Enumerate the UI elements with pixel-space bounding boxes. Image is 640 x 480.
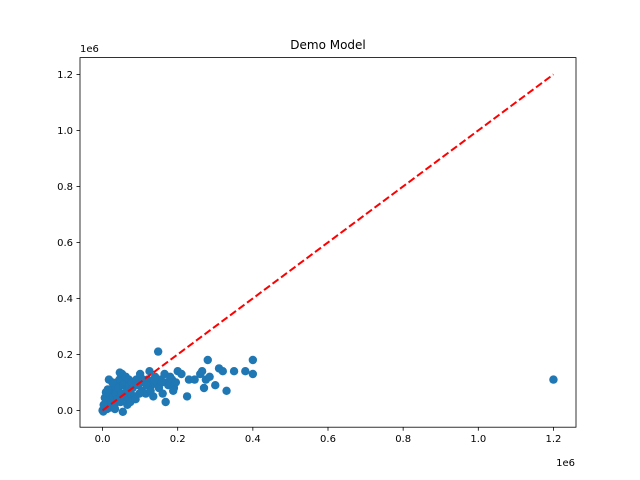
scatter-point xyxy=(197,367,207,376)
scatter-point xyxy=(168,386,178,395)
scatter-point xyxy=(222,386,231,395)
reference-line xyxy=(101,73,555,412)
x-offset-text: 1e6 xyxy=(556,458,575,469)
y-tick-label: 0.4 xyxy=(57,294,73,305)
scatter-point xyxy=(218,367,227,376)
scatter-point xyxy=(158,389,167,398)
scatter-point xyxy=(153,347,163,356)
y-tick-label: 1.2 xyxy=(57,70,73,81)
scatter-point xyxy=(229,367,239,376)
x-tick-label: 0.8 xyxy=(395,434,411,445)
y-tick-label: 0.6 xyxy=(57,238,73,249)
scatter-point xyxy=(150,375,159,384)
x-tick-label: 0.0 xyxy=(95,434,111,445)
scatter-point xyxy=(203,355,212,365)
x-tick-label: 1.0 xyxy=(470,434,486,445)
scatter-point xyxy=(549,375,558,384)
y-tick-label: 0.8 xyxy=(57,182,73,193)
scatter-point xyxy=(199,383,209,393)
scatter-point xyxy=(182,392,192,401)
scatter-point xyxy=(248,369,258,379)
scatter-point xyxy=(161,397,170,407)
x-tick-label: 0.2 xyxy=(170,434,186,445)
scatter-point xyxy=(145,367,154,376)
chart-title: Demo Model xyxy=(290,38,366,52)
scatter-point xyxy=(248,355,258,365)
x-tick-label: 0.6 xyxy=(320,434,336,445)
x-tick-label: 0.4 xyxy=(245,434,261,445)
scatter-point xyxy=(118,407,128,416)
scatter-point xyxy=(177,369,186,379)
scatter-point xyxy=(146,386,155,395)
data-points xyxy=(98,347,558,416)
scatter-point xyxy=(205,372,214,381)
scatter-point xyxy=(171,378,181,387)
scatter-point xyxy=(241,367,250,376)
scatter-point xyxy=(115,368,125,377)
scatter-point xyxy=(190,375,199,384)
scatter-point xyxy=(108,378,117,387)
scatter-point xyxy=(135,389,144,398)
y-tick-label: 0.0 xyxy=(57,406,73,417)
axes: 0.0 0.2 0.4 0.6 0.8 1.0 1.2 0.0 0.2 0.4 0.6 0.8 1.0 1… xyxy=(57,57,577,445)
y-tick-label: 1.0 xyxy=(57,126,73,137)
x-tick-label: 1.2 xyxy=(546,434,562,445)
scatter-point xyxy=(103,385,113,394)
scatter-point xyxy=(110,404,120,414)
y-tick-label: 0.2 xyxy=(57,350,73,361)
reference-line-group xyxy=(101,73,555,412)
y-offset-text: 1e6 xyxy=(80,44,99,55)
scatter-point xyxy=(157,378,167,387)
scatter-point xyxy=(211,381,220,390)
